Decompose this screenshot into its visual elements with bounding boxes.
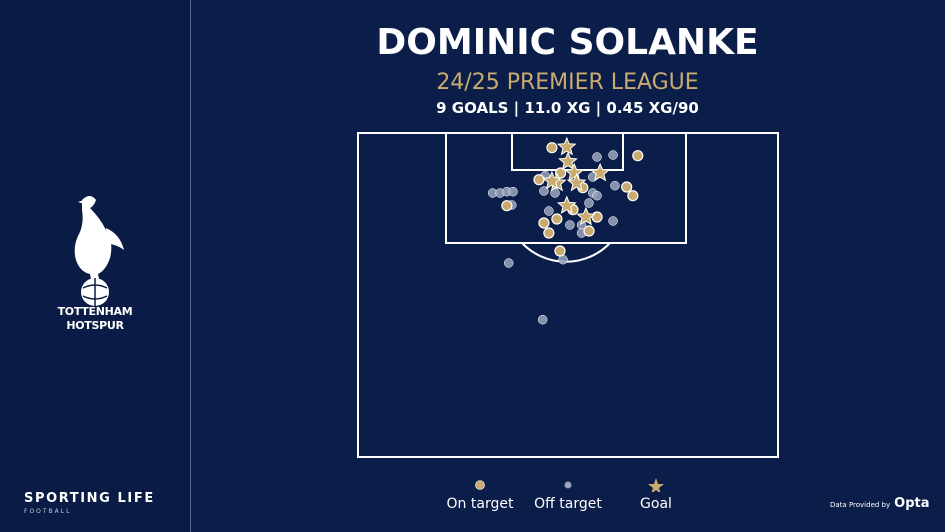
off-target-shot-marker bbox=[544, 206, 554, 216]
legend-goal: Goal bbox=[616, 478, 696, 512]
goal-star-icon bbox=[648, 478, 664, 492]
on-target-shot-marker bbox=[591, 211, 603, 223]
pitch-lines bbox=[357, 132, 779, 458]
on-target-shot-marker bbox=[551, 213, 563, 225]
competition: 24/25 PREMIER LEAGUE bbox=[436, 70, 699, 95]
on-target-shot-marker bbox=[583, 225, 595, 237]
pitch-outline bbox=[357, 132, 779, 458]
brand-name: SPORTING LIFE bbox=[24, 491, 155, 506]
goal-shot-marker bbox=[564, 162, 584, 182]
goal-shot-marker bbox=[542, 170, 562, 190]
goal-shot-marker bbox=[556, 195, 577, 214]
brand-subtitle: FOOTBALL bbox=[24, 508, 72, 515]
legend-off-target: Off target bbox=[528, 478, 608, 512]
legend-label: On target bbox=[446, 496, 514, 512]
data-credit: Data Provided by Opta bbox=[830, 496, 929, 511]
on-target-marker-icon bbox=[475, 480, 485, 490]
on-target-shot-marker bbox=[543, 227, 555, 239]
off-target-shot-marker bbox=[584, 198, 594, 208]
off-target-shot-marker bbox=[592, 190, 602, 201]
off-target-shot-marker bbox=[610, 180, 620, 191]
off-target-shot-marker bbox=[608, 150, 618, 160]
off-target-marker-icon bbox=[564, 481, 572, 489]
on-target-shot-marker bbox=[621, 181, 633, 193]
club-name-line2: HOTSPUR bbox=[66, 319, 124, 332]
legend-on-target: On target bbox=[440, 478, 520, 512]
off-target-shot-marker bbox=[592, 152, 602, 162]
stat-line: 9 GOALS | 11.0 XG | 0.45 XG/90 bbox=[436, 99, 699, 117]
off-target-shot-marker bbox=[503, 258, 514, 268]
goal-shot-marker bbox=[576, 206, 596, 226]
legend-label: Off target bbox=[534, 496, 602, 512]
opta-logo: Opta bbox=[894, 496, 930, 511]
sidebar: TOTTENHAM HOTSPUR SPORTING LIFE FOOTBALL bbox=[0, 0, 191, 532]
goal-shot-marker bbox=[558, 151, 578, 170]
off-target-shot-marker bbox=[565, 220, 575, 230]
on-target-shot-marker bbox=[533, 174, 545, 186]
player-name: DOMINIC SOLANKE bbox=[376, 22, 759, 63]
on-target-shot-marker bbox=[538, 217, 550, 229]
goal-shot-marker bbox=[590, 162, 610, 182]
off-target-shot-marker bbox=[608, 216, 618, 226]
off-target-shot-marker bbox=[537, 314, 548, 325]
goal-shot-marker bbox=[556, 136, 577, 156]
goal-shot-marker bbox=[566, 172, 587, 192]
club-name: TOTTENHAM HOTSPUR bbox=[0, 305, 190, 333]
on-target-shot-marker bbox=[501, 200, 513, 212]
tottenham-cockerel-logo bbox=[74, 196, 124, 306]
on-target-shot-marker bbox=[627, 190, 639, 202]
on-target-shot-marker bbox=[546, 142, 558, 154]
off-target-shot-marker bbox=[508, 186, 518, 197]
on-target-shot-marker bbox=[632, 150, 644, 162]
legend-label: Goal bbox=[640, 496, 672, 512]
credit-text: Data Provided by bbox=[830, 501, 891, 509]
on-target-shot-marker bbox=[554, 245, 566, 257]
club-name-line1: TOTTENHAM bbox=[57, 305, 133, 318]
